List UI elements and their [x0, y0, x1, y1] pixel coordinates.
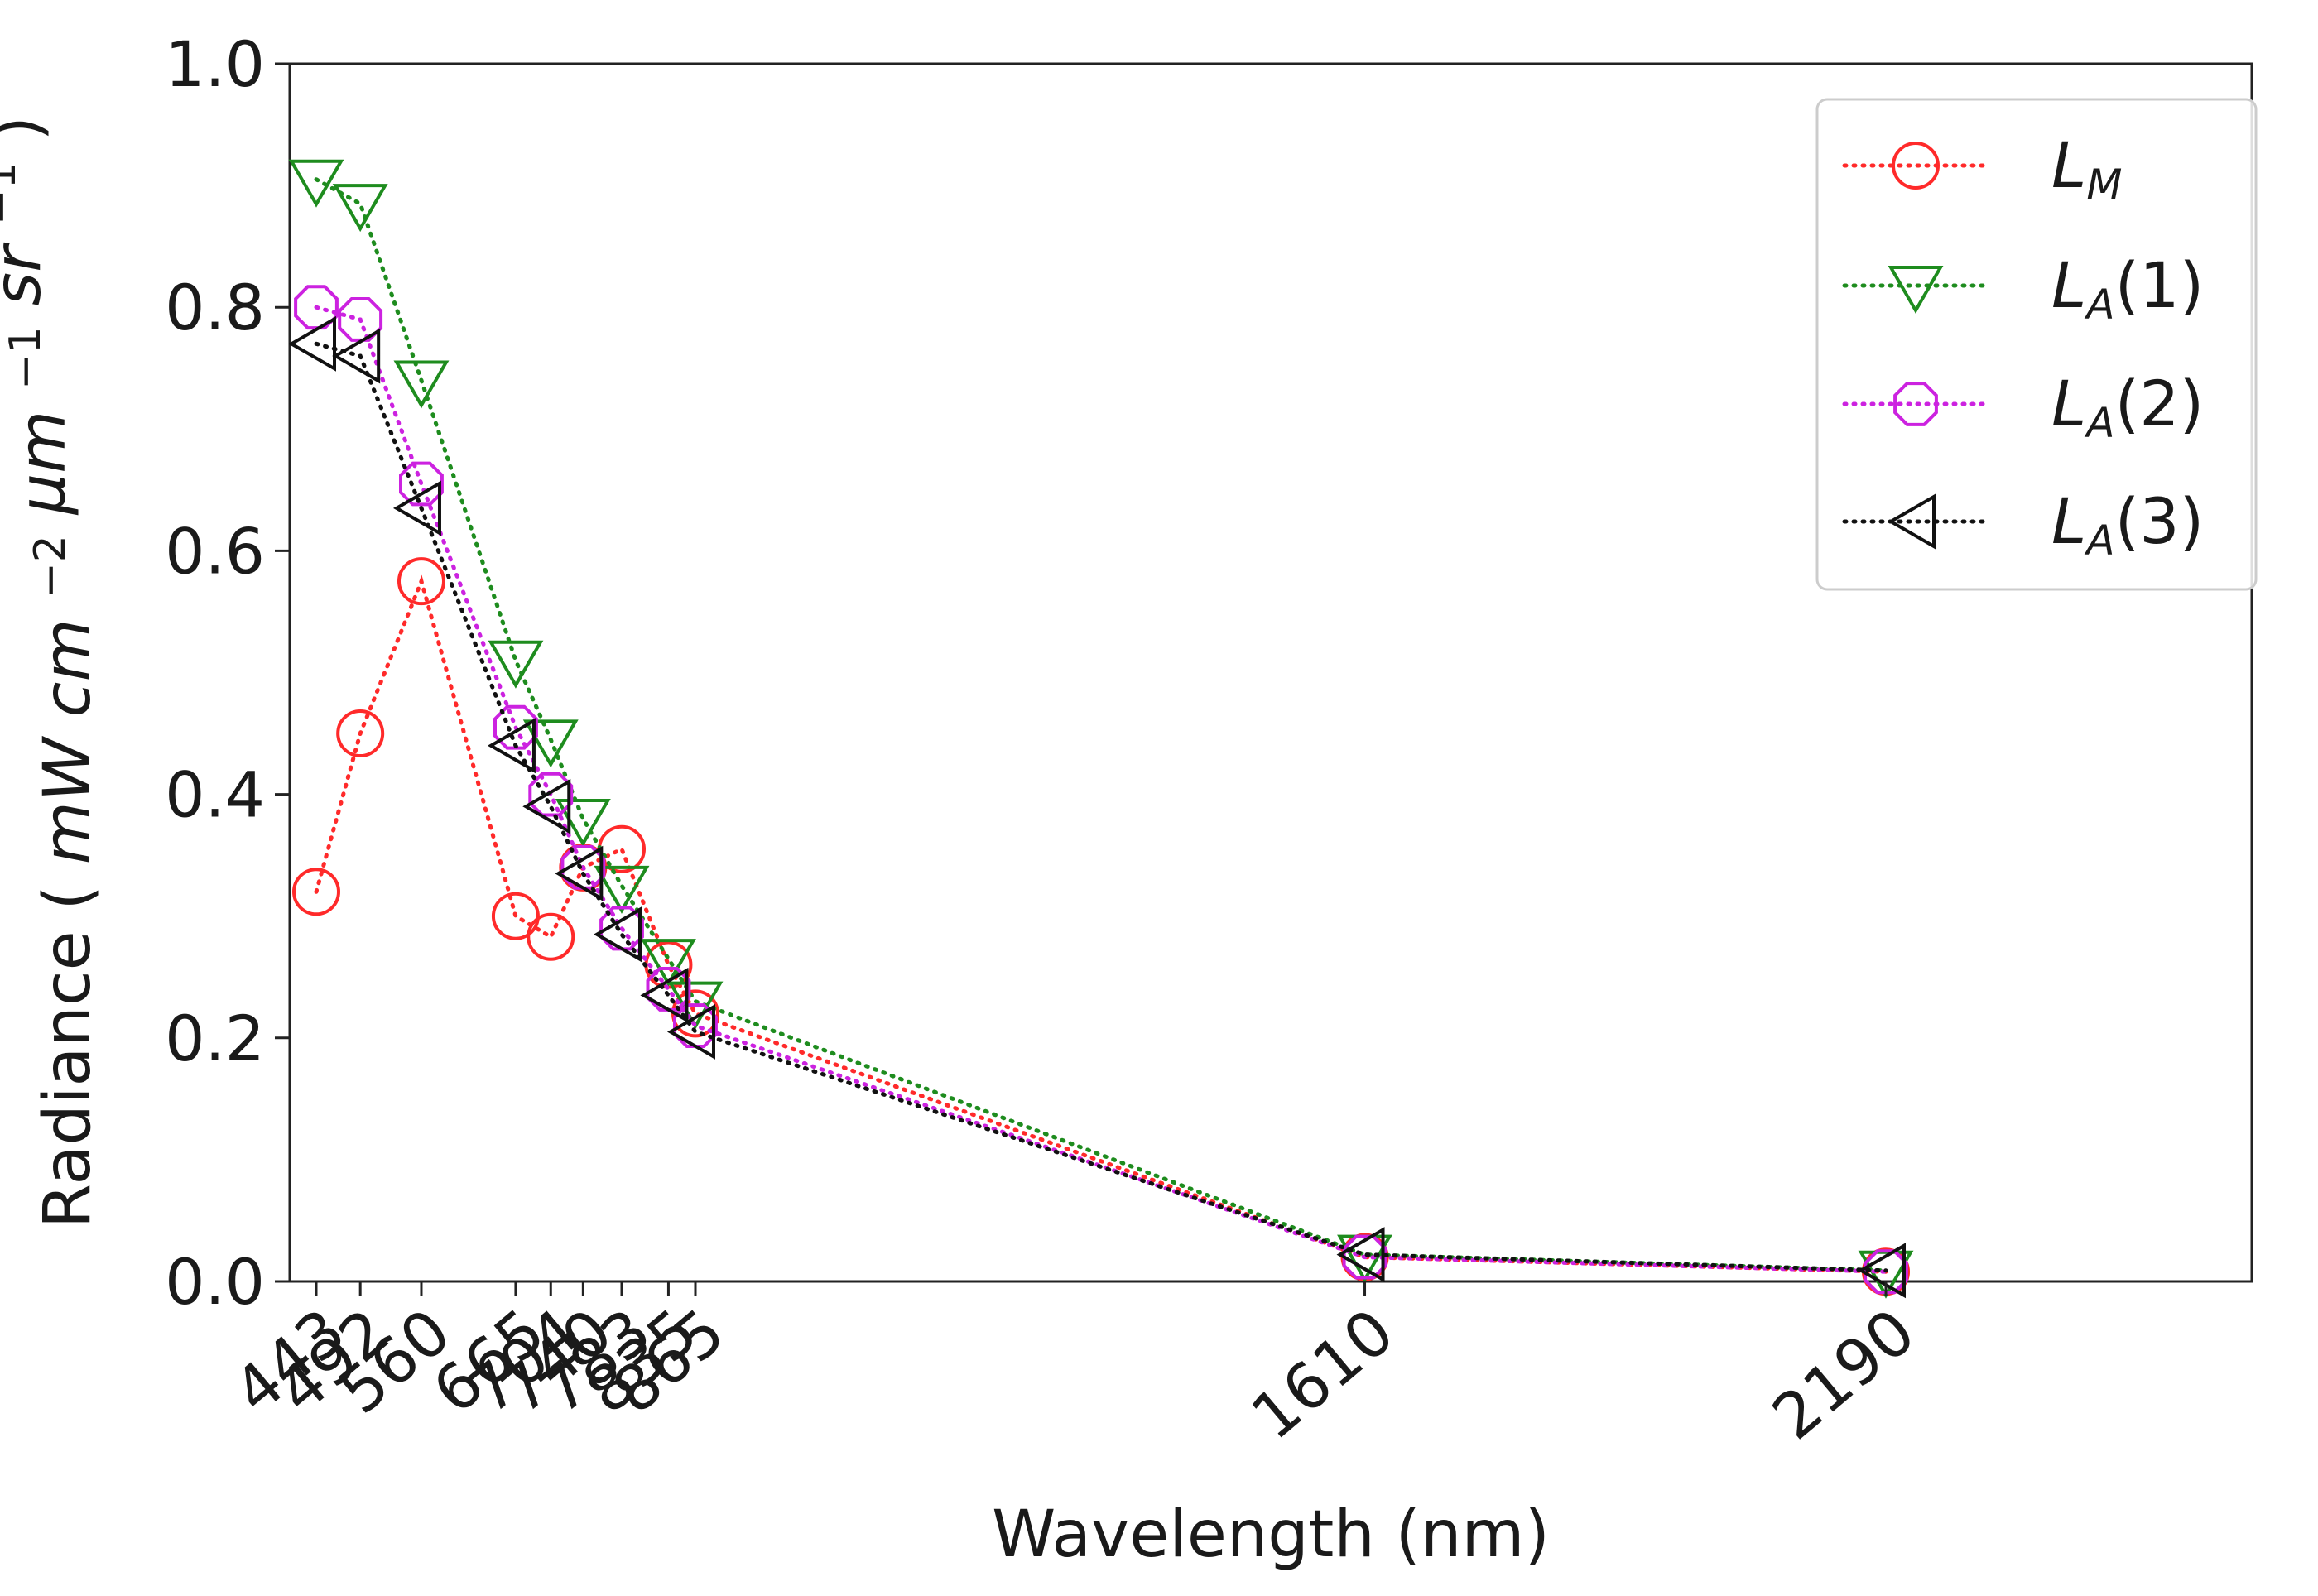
legend-label-sub: A — [2084, 281, 2114, 329]
y-tick-label: 0.6 — [165, 514, 265, 588]
y-tick-label: 1.0 — [165, 27, 265, 101]
data-point — [336, 709, 385, 758]
legend-label-sub: A — [2084, 517, 2114, 565]
data-point — [288, 159, 344, 208]
series-3 — [287, 315, 1906, 1299]
legend-marker — [1888, 266, 1944, 315]
legend-marker — [1892, 142, 1940, 190]
data-point — [399, 461, 444, 507]
y-tick-label: 0.4 — [165, 758, 265, 832]
y-label-prefix: Radiance ( — [31, 885, 105, 1228]
data-point — [640, 967, 689, 1023]
legend-label-rest: (2) — [2115, 367, 2205, 440]
series-line — [314, 305, 1888, 1274]
series-0 — [292, 557, 1910, 1296]
y-label-mw: mW — [31, 735, 105, 864]
y-axis-label: Radiance ( mW cm −2 μm −1 sr −1 ) — [0, 116, 105, 1228]
y-label-sr: sr — [0, 242, 55, 306]
data-point — [493, 704, 538, 750]
y-tick-label: 0.8 — [165, 271, 265, 344]
legend-entry-0: LM — [1842, 128, 2122, 209]
data-point — [640, 939, 696, 988]
series-2 — [294, 285, 1908, 1295]
legend-label-sub: M — [2086, 161, 2122, 209]
data-point — [397, 557, 445, 606]
legend-label-main: L — [2051, 128, 2086, 202]
series-1 — [288, 159, 1914, 1299]
legend-entry-3: LA(3) — [1842, 484, 2204, 565]
y-tick-label: 0.2 — [165, 1002, 265, 1075]
series-line — [314, 177, 1888, 1273]
data-point — [392, 480, 441, 536]
x-tick-label: 2190 — [1758, 1295, 1928, 1454]
legend-label-main: L — [2051, 484, 2086, 558]
data-point — [287, 315, 336, 372]
data-point — [1336, 1227, 1385, 1283]
legend-marker — [1887, 493, 1936, 550]
data-point — [332, 328, 381, 384]
plot-frame — [288, 62, 2253, 1283]
data-point — [491, 892, 540, 940]
y-label-sr-exp: −1 — [0, 161, 26, 225]
data-point — [522, 778, 571, 834]
data-point — [527, 912, 575, 961]
legend-label-main: L — [2051, 367, 2086, 440]
data-point — [594, 865, 650, 914]
legend-label: LA(2) — [2051, 367, 2204, 447]
x-tick-label: 1610 — [1238, 1295, 1407, 1454]
data-point — [292, 868, 340, 916]
legend-marker — [1893, 382, 1938, 426]
data-point — [555, 799, 611, 848]
legend-entry-2: LA(2) — [1842, 367, 2204, 447]
series-line — [314, 341, 1888, 1273]
data-point — [1857, 1243, 1906, 1299]
data-point — [666, 1003, 715, 1060]
legend-label: LA(1) — [2051, 248, 2204, 329]
legend-box — [1815, 98, 2258, 591]
y-tick-label: 0.0 — [165, 1245, 265, 1319]
data-point — [555, 845, 604, 901]
y-label-um: μm — [6, 411, 80, 517]
legend-label: LA(3) — [2051, 484, 2204, 565]
x-axis-label: Wavelength (nm) — [992, 1497, 1550, 1572]
data-point — [487, 718, 536, 774]
data-point — [332, 184, 388, 233]
legend-label-rest: (3) — [2115, 484, 2205, 558]
data-point — [522, 719, 579, 768]
legend-label: LM — [2051, 128, 2122, 209]
legend-label-sub: A — [2084, 399, 2114, 447]
data-point — [488, 640, 544, 689]
ticks-layer: 0.00.20.40.60.81.04434925606657047407838… — [165, 27, 1928, 1454]
y-label-suffix: ) — [0, 116, 55, 141]
legend-entry-1: LA(1) — [1842, 248, 2204, 329]
y-label-cm: cm — [31, 619, 105, 718]
y-label-um-exp: −1 — [1, 326, 50, 390]
series-layer — [287, 159, 1914, 1299]
legend-label-rest: (1) — [2115, 248, 2205, 322]
data-point — [593, 906, 642, 963]
legend-label-main: L — [2051, 248, 2086, 322]
y-label-cm-exp: −2 — [26, 535, 75, 598]
data-point — [393, 360, 450, 409]
